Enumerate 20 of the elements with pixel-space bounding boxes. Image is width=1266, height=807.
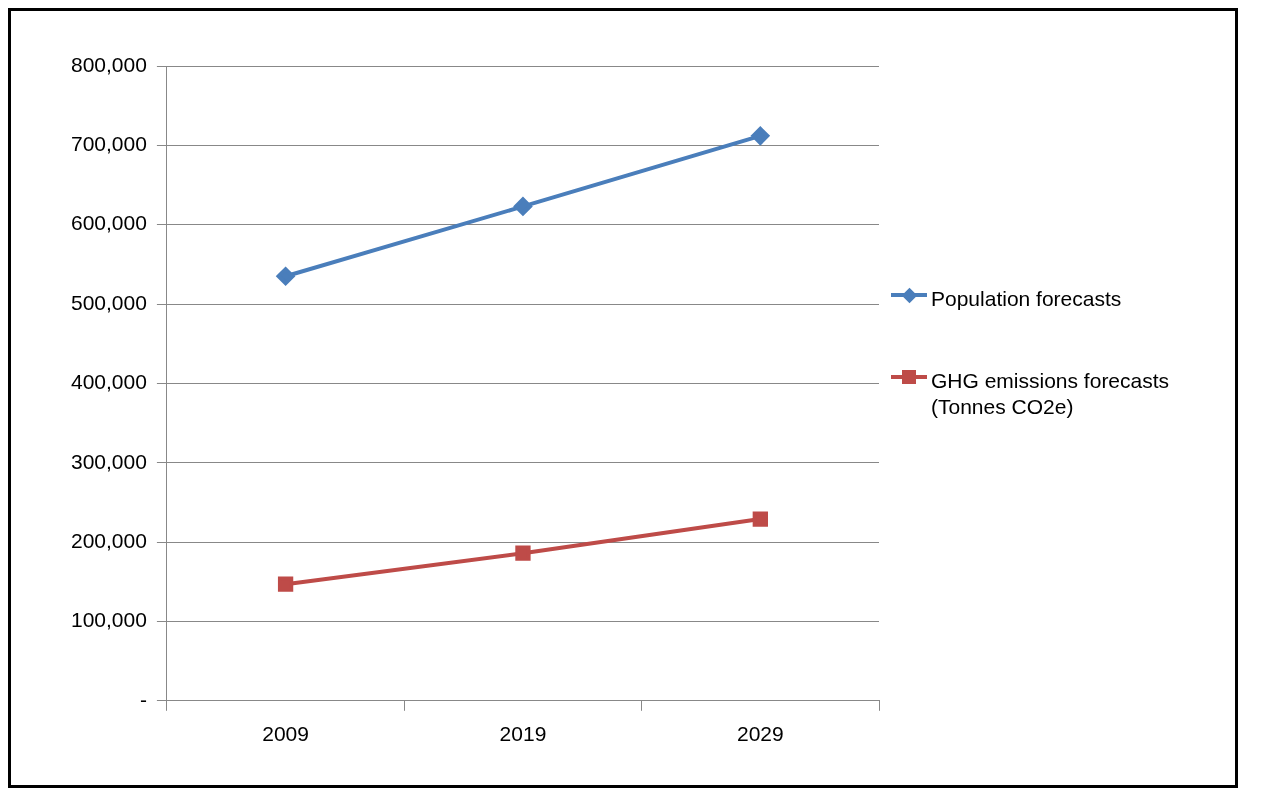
legend-label: Population forecasts bbox=[931, 286, 1122, 312]
point bbox=[277, 576, 294, 592]
x-tick-label: 2029 bbox=[736, 722, 784, 746]
y-tick-label: 100,000 bbox=[70, 608, 147, 632]
point bbox=[515, 545, 531, 561]
y-tick-label: 200,000 bbox=[70, 528, 147, 552]
point bbox=[276, 267, 295, 286]
point bbox=[513, 197, 532, 216]
y-tick-label: 300,000 bbox=[70, 449, 147, 473]
y-tick-label: 600,000 bbox=[70, 211, 147, 235]
x-tick-label: 2019 bbox=[499, 722, 547, 746]
y-tick-label: - bbox=[139, 687, 147, 711]
y-tick-label: 400,000 bbox=[70, 370, 147, 394]
y-tick-label: 800,000 bbox=[70, 52, 147, 76]
point bbox=[751, 126, 770, 145]
x-tick-label: 2009 bbox=[262, 722, 309, 746]
y-tick-label: 700,000 bbox=[70, 132, 147, 156]
y-tick-label: 500,000 bbox=[70, 290, 147, 314]
point bbox=[752, 511, 768, 527]
legend-label: GHG emissions forecasts (Tonnes CO2e) bbox=[931, 368, 1171, 420]
